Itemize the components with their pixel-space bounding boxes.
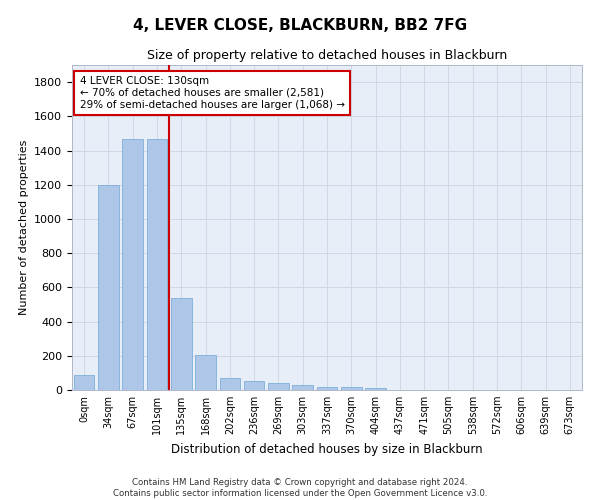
Bar <box>146 138 167 390</box>
Bar <box>317 386 337 390</box>
Bar <box>98 184 119 390</box>
Text: Contains HM Land Registry data © Crown copyright and database right 2024.
Contai: Contains HM Land Registry data © Crown c… <box>113 478 487 498</box>
Bar <box>268 383 289 390</box>
Bar <box>195 355 216 390</box>
Text: 4 LEVER CLOSE: 130sqm
← 70% of detached houses are smaller (2,581)
29% of semi-d: 4 LEVER CLOSE: 130sqm ← 70% of detached … <box>80 76 344 110</box>
Y-axis label: Number of detached properties: Number of detached properties <box>19 140 29 315</box>
Bar <box>74 374 94 390</box>
Bar <box>220 378 240 390</box>
Bar <box>292 386 313 390</box>
Bar <box>244 382 265 390</box>
Bar <box>171 298 191 390</box>
Bar <box>341 388 362 390</box>
Bar <box>122 140 143 390</box>
Text: 4, LEVER CLOSE, BLACKBURN, BB2 7FG: 4, LEVER CLOSE, BLACKBURN, BB2 7FG <box>133 18 467 32</box>
Bar <box>365 388 386 390</box>
Title: Size of property relative to detached houses in Blackburn: Size of property relative to detached ho… <box>147 50 507 62</box>
X-axis label: Distribution of detached houses by size in Blackburn: Distribution of detached houses by size … <box>171 442 483 456</box>
